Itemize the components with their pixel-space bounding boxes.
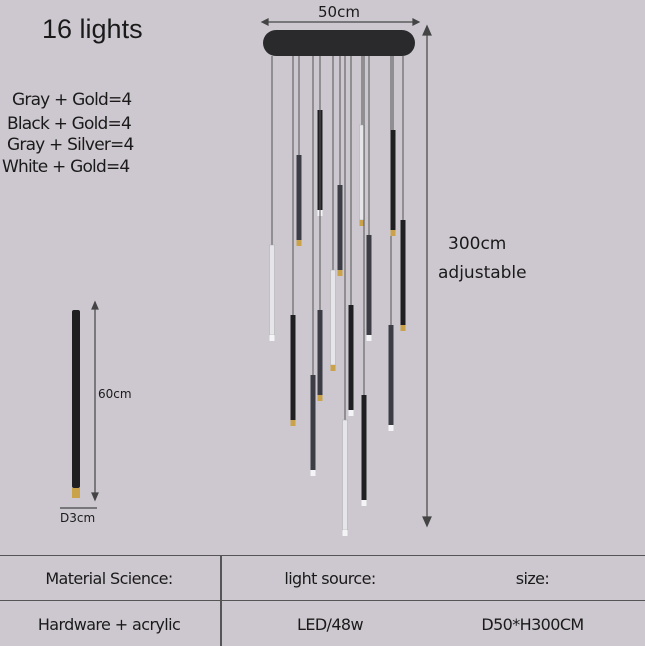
header-light-source: light source: xyxy=(284,568,376,588)
rod-tip xyxy=(296,240,302,246)
pendant-rod xyxy=(330,269,336,366)
pendant-rod xyxy=(296,155,302,240)
header-material: Material Science: xyxy=(45,568,173,588)
pendant-rod xyxy=(366,235,372,335)
rod-tip xyxy=(310,470,316,476)
pendant-rod xyxy=(310,375,316,470)
header-size: size: xyxy=(515,568,550,588)
height-note: adjustable xyxy=(438,263,527,283)
pendant-rod xyxy=(348,305,354,410)
color-combo: White + Gold=4 xyxy=(2,157,130,177)
rod-tip xyxy=(342,530,348,536)
pendant-rod xyxy=(388,325,394,425)
color-combo: Black + Gold=4 xyxy=(7,114,132,134)
pendant-rod xyxy=(361,395,367,500)
rod-tip xyxy=(390,230,396,236)
pendant-rod xyxy=(342,419,348,531)
chandelier-illustration xyxy=(60,18,432,536)
table-divider xyxy=(220,556,222,646)
diameter-label: 50cm xyxy=(318,3,360,21)
ceiling-canopy xyxy=(263,30,415,56)
value-size: D50*H300CM xyxy=(481,614,584,634)
rod-diameter-label: D3cm xyxy=(60,511,96,525)
spec-table: Material Science: light source: size: Ha… xyxy=(0,555,645,646)
title: 16 lights xyxy=(42,14,143,44)
rod-tip xyxy=(388,425,394,431)
value-material: Hardware + acrylic xyxy=(37,614,181,634)
pendant-rod xyxy=(317,310,323,395)
table-header-row: Material Science: light source: size: xyxy=(0,556,645,601)
table-row: Hardware + acrylic LED/48w D50*H300CM xyxy=(0,602,645,646)
pendant-rod xyxy=(269,244,275,336)
rod-tip xyxy=(290,420,296,426)
value-light-source: LED/48w xyxy=(297,614,364,634)
pendant-rod xyxy=(290,315,296,420)
rod-tip xyxy=(269,335,275,341)
rod-tip xyxy=(330,365,336,371)
pendant-rod xyxy=(337,185,343,270)
single-rod-detail xyxy=(72,310,80,498)
rod-tip xyxy=(359,220,365,226)
pendant-rod xyxy=(390,130,396,230)
height-label: 300cm xyxy=(448,234,507,254)
color-combo: Gray + Gold=4 xyxy=(12,90,132,110)
color-combo: Gray + Silver=4 xyxy=(7,135,134,155)
rod-tip xyxy=(348,410,354,416)
rod-tip xyxy=(337,270,343,276)
rod-tip xyxy=(361,500,367,506)
rod-tip xyxy=(400,325,406,331)
pendant-rod xyxy=(400,220,406,325)
rod-tip xyxy=(317,395,323,401)
rod-tip xyxy=(366,335,372,341)
rod-length-label: 60cm xyxy=(98,387,132,401)
